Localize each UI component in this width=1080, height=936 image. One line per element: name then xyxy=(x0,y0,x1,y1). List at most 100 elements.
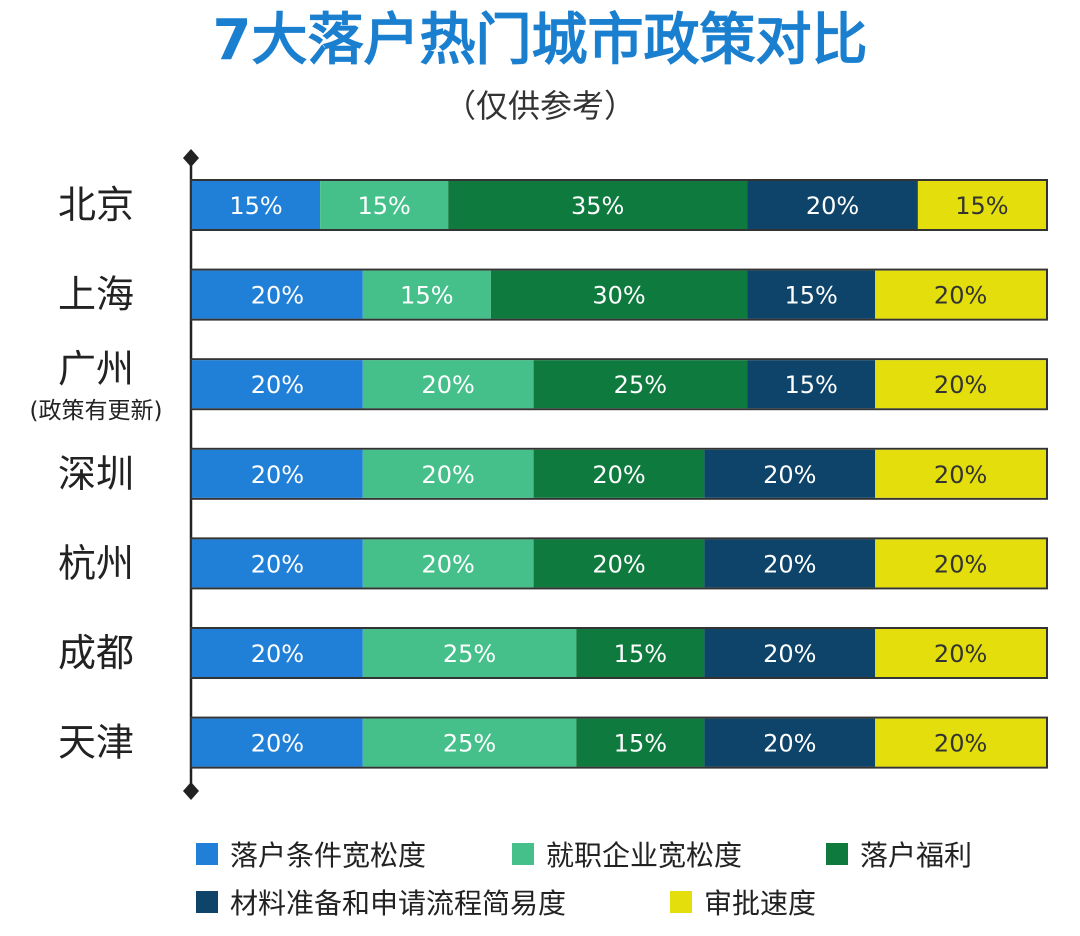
legend-label: 审批速度 xyxy=(704,887,817,920)
data-label: 20% xyxy=(251,282,304,310)
data-label: 20% xyxy=(422,550,475,578)
bar-segment xyxy=(704,539,876,588)
chart-subtitle: （仅供参考） xyxy=(443,87,636,125)
data-label: 20% xyxy=(251,550,304,578)
data-label: 20% xyxy=(251,640,304,668)
bar-segment xyxy=(448,181,748,229)
category-label: 天津 xyxy=(58,721,134,765)
bar-outline xyxy=(190,179,1048,231)
data-label: 25% xyxy=(614,371,667,399)
data-label: 25% xyxy=(443,730,496,758)
bar-segment xyxy=(362,718,577,767)
legend-item: 审批速度 xyxy=(670,882,816,922)
chart-title: 7大落户热门城市政策对比 xyxy=(212,8,868,73)
data-label: 15% xyxy=(784,371,837,399)
category-label: 北京 xyxy=(58,183,134,227)
data-label: 15% xyxy=(784,282,837,310)
bar-outline xyxy=(190,268,1048,321)
legend-label: 材料准备和申请流程简易度 xyxy=(230,887,567,920)
bar-segment xyxy=(192,360,363,409)
bar-outline xyxy=(190,358,1048,411)
data-label: 20% xyxy=(806,192,859,220)
data-label: 30% xyxy=(592,282,645,310)
legend-item: 落户福利 xyxy=(826,834,972,874)
data-label: 20% xyxy=(422,371,475,399)
axis-bottom-diamond xyxy=(183,782,199,800)
data-label: 15% xyxy=(229,192,282,220)
data-label: 20% xyxy=(763,730,816,758)
bar-segment xyxy=(320,181,449,229)
bar-segment xyxy=(192,270,363,319)
legend-label: 落户条件宽松度 xyxy=(230,839,427,872)
data-label: 20% xyxy=(251,730,304,758)
axis-top-diamond xyxy=(183,149,199,167)
legend-swatch xyxy=(826,843,848,865)
bar-segment xyxy=(704,718,876,767)
bar-segment xyxy=(533,539,705,588)
data-label: 20% xyxy=(251,461,304,489)
data-label: 20% xyxy=(763,640,816,668)
data-label: 25% xyxy=(443,640,496,668)
data-label: 20% xyxy=(934,550,987,578)
data-label: 15% xyxy=(614,640,667,668)
legend-swatch xyxy=(196,843,218,865)
legend-swatch xyxy=(196,891,218,913)
category-note: (政策有更新) xyxy=(30,398,163,424)
data-label: 15% xyxy=(357,192,410,220)
bar-outline xyxy=(190,716,1048,769)
data-label: 20% xyxy=(763,550,816,578)
bar-segment xyxy=(875,360,1046,409)
data-label: 20% xyxy=(592,550,645,578)
data-label: 15% xyxy=(400,282,453,310)
legend-swatch xyxy=(670,891,692,913)
bar-segment xyxy=(875,629,1046,677)
data-label: 20% xyxy=(934,282,987,310)
category-label: 广州 xyxy=(58,347,134,391)
bar-segment xyxy=(875,270,1046,319)
category-label: 上海 xyxy=(58,273,134,317)
category-label: 深圳 xyxy=(58,452,134,496)
bar-segment xyxy=(490,270,748,319)
bar-segment xyxy=(747,181,918,229)
bar-segment xyxy=(362,360,534,409)
data-label: 20% xyxy=(251,371,304,399)
bar-outline xyxy=(190,627,1048,679)
bar-segment xyxy=(704,449,876,498)
category-label: 成都 xyxy=(58,631,134,675)
bar-segment xyxy=(362,629,577,677)
data-label: 20% xyxy=(934,730,987,758)
data-label: 20% xyxy=(422,461,475,489)
data-label: 20% xyxy=(934,640,987,668)
bar-outline xyxy=(190,537,1048,590)
bar-segment xyxy=(576,629,705,677)
data-label: 20% xyxy=(763,461,816,489)
legend-label: 就职企业宽松度 xyxy=(546,839,743,872)
legend-swatch xyxy=(512,843,534,865)
bar-segment xyxy=(704,629,876,677)
bar-segment xyxy=(747,360,876,409)
bar-segment xyxy=(192,718,363,767)
category-label: 杭州 xyxy=(58,541,134,585)
legend-label: 落户福利 xyxy=(860,839,973,872)
data-label: 20% xyxy=(934,461,987,489)
legend-item: 就职企业宽松度 xyxy=(512,834,742,874)
bar-segment xyxy=(192,629,363,677)
bar-segment xyxy=(192,539,363,588)
bar-segment xyxy=(192,181,321,229)
bar-segment xyxy=(875,718,1046,767)
legend-item: 落户条件宽松度 xyxy=(196,834,426,874)
bar-outline xyxy=(190,447,1048,500)
legend-item: 材料准备和申请流程简易度 xyxy=(196,882,566,922)
bar-segment xyxy=(192,449,363,498)
data-label: 20% xyxy=(934,371,987,399)
bar-segment xyxy=(917,181,1046,229)
bar-segment xyxy=(362,270,491,319)
bar-segment xyxy=(875,539,1046,588)
bar-segment xyxy=(875,449,1046,498)
bar-segment xyxy=(533,449,705,498)
data-label: 20% xyxy=(592,461,645,489)
data-label: 35% xyxy=(571,192,624,220)
data-label: 15% xyxy=(955,192,1008,220)
bar-segment xyxy=(747,270,876,319)
